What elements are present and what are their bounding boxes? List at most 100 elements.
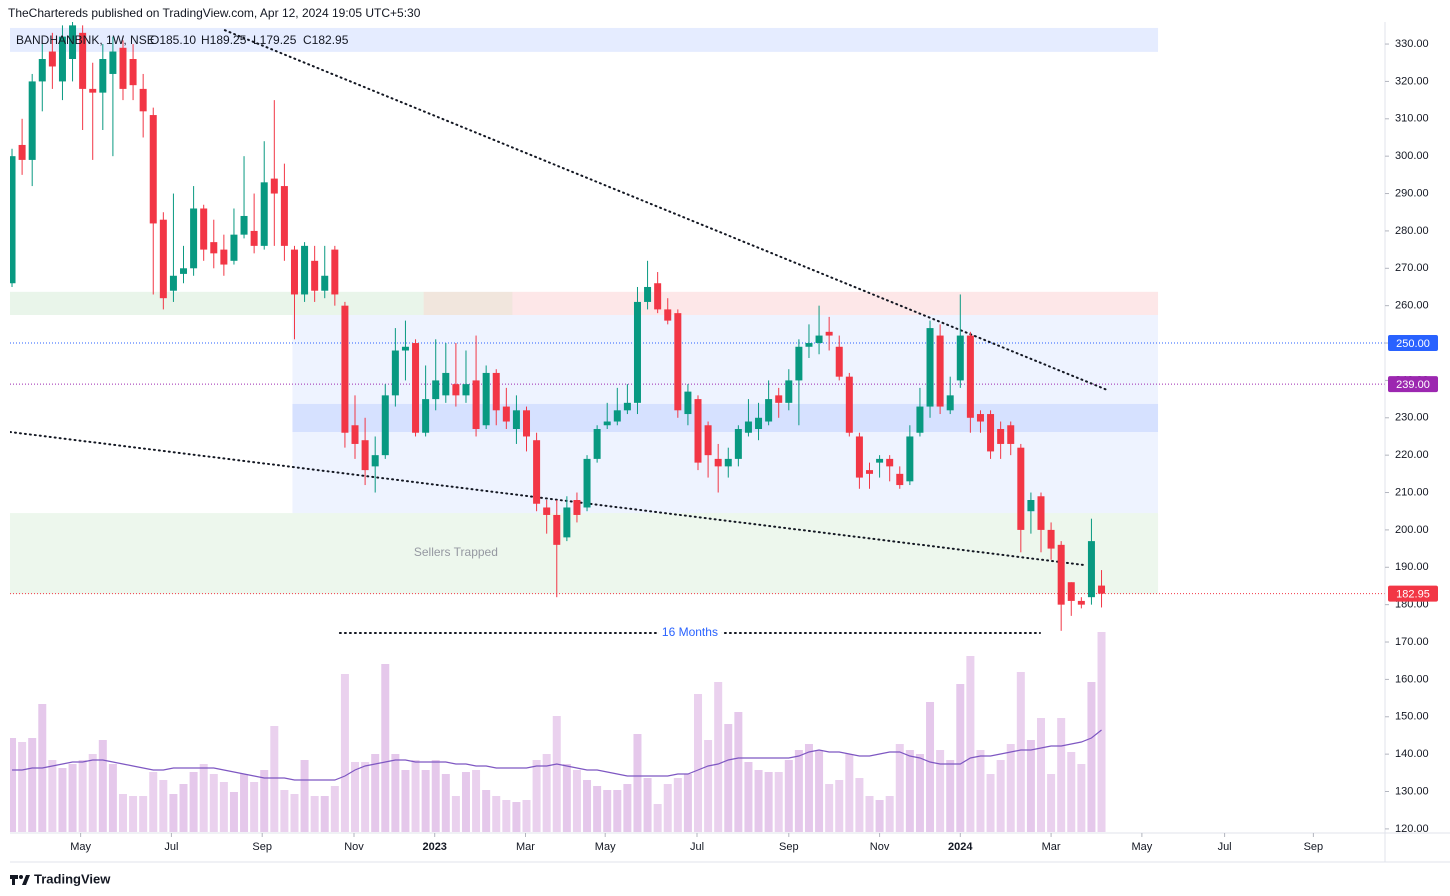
candle-body bbox=[785, 380, 793, 403]
candle-body bbox=[674, 313, 682, 411]
x-tick-label: Mar bbox=[1042, 841, 1061, 853]
x-tick-label: 2024 bbox=[948, 841, 973, 853]
range-label: 16 Months bbox=[662, 625, 718, 639]
trendline bbox=[10, 430, 1086, 567]
volume-bar bbox=[48, 760, 57, 832]
volume-bar bbox=[774, 772, 783, 832]
volume-bar bbox=[643, 778, 652, 832]
volume-bar bbox=[139, 796, 148, 832]
volume-bar bbox=[825, 784, 834, 832]
x-tick-label: Sep bbox=[779, 841, 799, 853]
volume-bar bbox=[1026, 740, 1035, 832]
volume-bar bbox=[734, 712, 743, 832]
price-tag-label: 250.00 bbox=[1396, 338, 1430, 350]
volume-bar bbox=[441, 774, 450, 832]
candle-body bbox=[280, 186, 288, 246]
logo-part bbox=[12, 875, 15, 885]
volume-bar bbox=[28, 738, 37, 832]
candle-body bbox=[109, 51, 117, 74]
y-tick-label: 270.00 bbox=[1395, 262, 1429, 274]
candle-body bbox=[876, 458, 884, 463]
candle-body bbox=[391, 350, 399, 396]
candle-body bbox=[442, 372, 450, 396]
volume-bar bbox=[401, 770, 410, 832]
candle-body bbox=[331, 249, 339, 295]
candle-body bbox=[664, 309, 672, 321]
volume-bar bbox=[1077, 764, 1086, 832]
volume-bar bbox=[189, 772, 198, 832]
volume-bar bbox=[1006, 744, 1015, 832]
candle-body bbox=[1077, 600, 1085, 605]
volume-bar bbox=[895, 744, 904, 832]
y-tick-label: 330.00 bbox=[1395, 38, 1429, 50]
candle-body bbox=[99, 58, 107, 93]
x-tick-label: Jul bbox=[164, 841, 178, 853]
y-tick-label: 150.00 bbox=[1395, 711, 1429, 723]
candle-body bbox=[694, 399, 702, 463]
y-tick-label: 210.00 bbox=[1395, 486, 1429, 498]
volume-bar bbox=[88, 754, 97, 832]
candle-body bbox=[1098, 585, 1106, 594]
candle-body bbox=[936, 335, 944, 407]
candle-body bbox=[755, 417, 763, 429]
volume-bar bbox=[300, 760, 309, 832]
volume-bar bbox=[956, 684, 965, 832]
volume-bar bbox=[1057, 718, 1066, 832]
volume-bar bbox=[562, 764, 571, 832]
candle-body bbox=[462, 384, 470, 396]
y-tick-label: 260.00 bbox=[1395, 300, 1429, 312]
candle-body bbox=[311, 260, 319, 291]
candle-body bbox=[633, 301, 641, 403]
volume-bar bbox=[340, 674, 349, 832]
footer-brand: TradingView bbox=[34, 871, 111, 886]
candle-body bbox=[896, 473, 904, 486]
volume-bar bbox=[996, 760, 1005, 832]
x-tick-label: Sep bbox=[1304, 841, 1324, 853]
volume-bar bbox=[421, 770, 430, 832]
candle-body bbox=[926, 328, 934, 407]
volume-bar bbox=[915, 754, 924, 832]
volume-bar bbox=[1097, 632, 1106, 832]
y-tick-label: 220.00 bbox=[1395, 449, 1429, 461]
candle-body bbox=[593, 428, 601, 459]
candle-body bbox=[341, 305, 349, 433]
y-tick-label: 140.00 bbox=[1395, 748, 1429, 760]
candle-body bbox=[401, 346, 409, 351]
candle-body bbox=[149, 115, 157, 224]
volume-bar bbox=[250, 782, 259, 832]
candle-body bbox=[644, 286, 652, 302]
volume-bar bbox=[209, 774, 218, 832]
candle-body bbox=[250, 230, 258, 246]
zone bbox=[10, 27, 1159, 52]
candle-body bbox=[89, 88, 97, 93]
volume-bar bbox=[905, 750, 914, 832]
volume-bar bbox=[129, 796, 138, 832]
volume-bar bbox=[472, 770, 481, 832]
volume-bar bbox=[744, 762, 753, 832]
volume-bar bbox=[270, 726, 279, 832]
candle-body bbox=[997, 428, 1005, 444]
candle-body bbox=[230, 234, 238, 261]
volume-bar bbox=[219, 782, 228, 832]
volume-bar bbox=[371, 754, 380, 832]
candle-body bbox=[573, 500, 581, 515]
price-tag-label: 239.00 bbox=[1396, 379, 1430, 391]
x-tick-label: May bbox=[595, 841, 616, 853]
candle-body bbox=[361, 440, 369, 471]
candle-body bbox=[180, 268, 188, 274]
volume-bar bbox=[1016, 672, 1025, 832]
candle-body bbox=[502, 406, 510, 422]
candle-body bbox=[139, 88, 147, 112]
volume-bar bbox=[926, 702, 935, 832]
volume-bar bbox=[391, 754, 400, 832]
candle-body bbox=[946, 395, 954, 411]
legend-symbol: BANDHANBNK, 1W, NSE bbox=[16, 33, 155, 47]
candle-body bbox=[523, 410, 531, 437]
volume-ma-line bbox=[12, 729, 1102, 781]
candle-body bbox=[734, 428, 742, 459]
volume-bar bbox=[552, 716, 561, 832]
candle-body bbox=[119, 47, 127, 89]
candle-body bbox=[623, 402, 631, 411]
y-tick-label: 190.00 bbox=[1395, 561, 1429, 573]
candle-body bbox=[1037, 496, 1045, 530]
